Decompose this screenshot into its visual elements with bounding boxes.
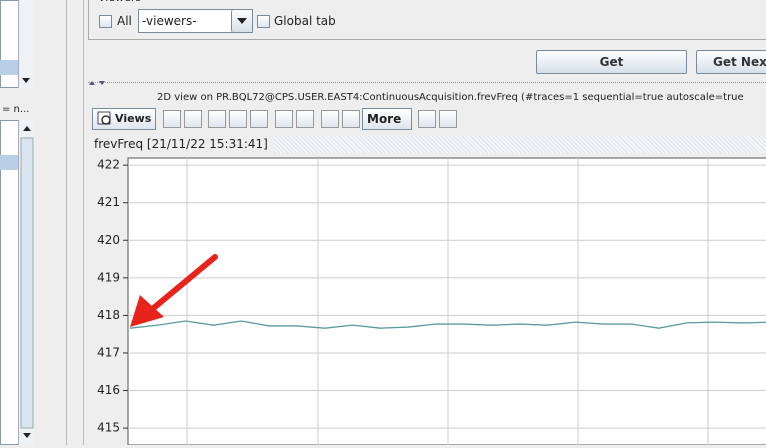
checkbox[interactable] (257, 15, 270, 28)
tool-button[interactable] (208, 110, 226, 128)
tool-button[interactable] (275, 110, 293, 128)
y-tick-label: 417 (97, 345, 120, 359)
trace (129, 320, 766, 329)
get-button[interactable]: Get (536, 50, 687, 74)
tool-button[interactable] (163, 110, 181, 128)
chart: 415 416 417 418 419 420 421 422 (97, 157, 766, 445)
tool-button[interactable] (229, 110, 247, 128)
tool-button[interactable] (184, 110, 202, 128)
plot-area (127, 157, 766, 445)
annotation-arrow (147, 254, 218, 314)
more-button[interactable]: More (362, 108, 412, 130)
selected-row[interactable] (0, 60, 18, 75)
tool-button[interactable] (439, 110, 457, 128)
y-tick-label: 420 (97, 233, 120, 247)
tool-button[interactable] (418, 110, 436, 128)
left-header: = n... (2, 104, 30, 115)
y-tick-label: 415 (97, 421, 120, 435)
dropdown-arrow[interactable] (231, 10, 252, 32)
scrollbar[interactable] (18, 120, 34, 445)
tool-button[interactable] (250, 110, 268, 128)
tool-button[interactable] (342, 110, 360, 128)
views-button[interactable]: Views (92, 108, 156, 130)
group-title: Viewers (98, 0, 141, 4)
views-label: Views (115, 112, 152, 125)
y-tick-label: 418 (97, 308, 120, 322)
annotation-arrowhead (130, 295, 164, 327)
divider[interactable] (88, 82, 766, 87)
chart-header: frevFreq [21/11/22 15:31:41] (88, 136, 274, 153)
dropdown-value: -viewers- (142, 14, 197, 28)
y-tick-label: 422 (97, 158, 120, 172)
checkbox-label[interactable]: Global tab (274, 14, 336, 28)
view-title: 2D view on PR.BQL72@CPS.USER.EAST4:Conti… (157, 92, 744, 103)
y-tick-label: 416 (97, 383, 120, 397)
y-tick-label: 419 (97, 270, 120, 284)
checkbox[interactable] (99, 15, 112, 28)
get-next-button[interactable]: Get Next (696, 50, 766, 74)
divider-arrows[interactable] (88, 79, 110, 87)
scrollbar[interactable] (18, 0, 34, 88)
checkbox-label[interactable]: All (117, 14, 132, 28)
y-tick-label: 421 (97, 195, 120, 209)
tool-button[interactable] (296, 110, 314, 128)
viewers-group (88, 0, 766, 40)
selected-row[interactable] (0, 155, 18, 170)
scroll-down[interactable] (18, 72, 34, 88)
tool-button[interactable] (321, 110, 339, 128)
splitter[interactable] (66, 0, 84, 445)
dropdown[interactable]: -viewers- (138, 9, 253, 33)
